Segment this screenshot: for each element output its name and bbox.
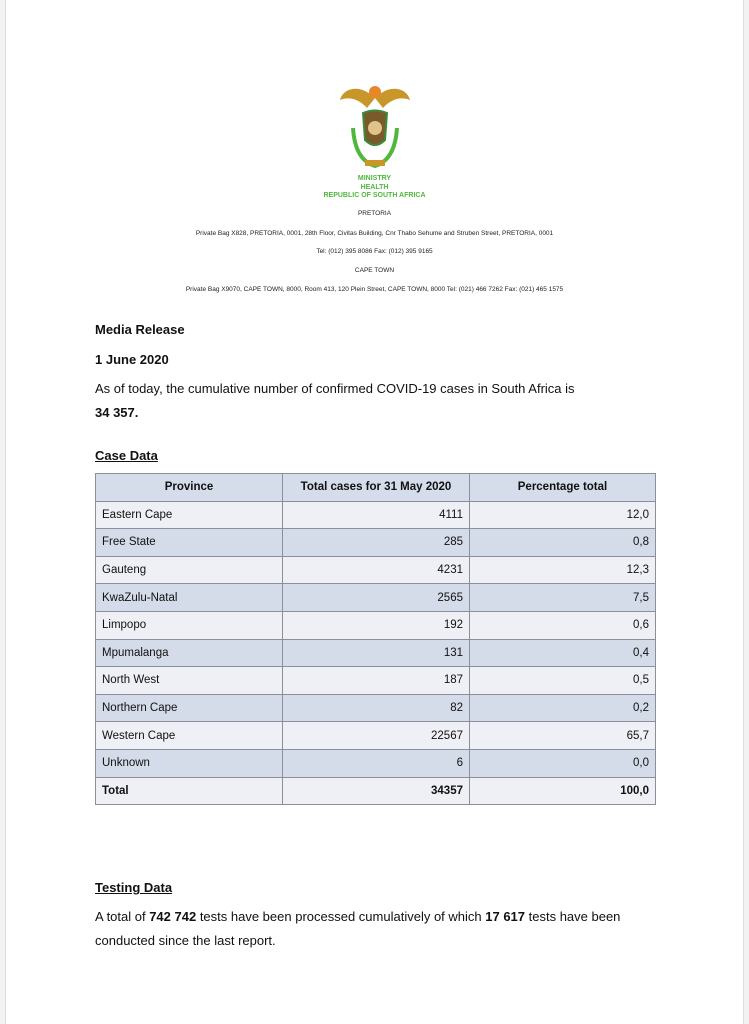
total-row: Total 34357 100,0 [95, 776, 656, 806]
table-row: North West 187 0,5 [95, 666, 656, 695]
capetown-label: CAPE TOWN [354, 267, 395, 274]
pretoria-label: PRETORIA [357, 210, 392, 217]
ministry-line: HEALTH [360, 183, 389, 191]
cases-cell: 6 [282, 748, 470, 778]
column-header: Total cases for 31 May 2020 [282, 473, 470, 502]
percentage-cell: 7,5 [469, 583, 656, 612]
percentage-cell: 0,2 [469, 693, 656, 723]
cases-cell: 34357 [282, 776, 470, 806]
intro-text: As of today, the cumulative number of co… [95, 381, 575, 396]
percentage-cell: 0,8 [469, 528, 656, 557]
cases-cell: 82 [282, 693, 470, 723]
case-data-table: Province Total cases for 31 May 2020 Per… [95, 473, 656, 806]
column-header: Percentage total [469, 473, 656, 502]
column-header: Province [95, 473, 283, 502]
release-date: 1 June 2020 [95, 352, 169, 367]
text: A total of [95, 909, 150, 924]
cases-cell: 285 [282, 528, 470, 557]
percentage-cell: 0,4 [469, 638, 656, 668]
province-cell: Unknown [95, 748, 283, 778]
table-row: Western Cape 22567 65,7 [95, 721, 656, 750]
coat-of-arms-logo [340, 86, 410, 169]
percentage-cell: 0,5 [469, 666, 656, 695]
pretoria-address: Private Bag X828, PRETORIA, 0001, 28th F… [195, 230, 554, 237]
province-cell: Eastern Cape [95, 500, 283, 530]
table-row: Free State 285 0,8 [95, 528, 656, 557]
province-cell: Gauteng [95, 555, 283, 585]
cases-cell: 2565 [282, 583, 470, 612]
table-row: Gauteng 4231 12,3 [95, 555, 656, 585]
testing-data-heading: Testing Data [95, 880, 173, 895]
cases-cell: 22567 [282, 721, 470, 750]
percentage-cell: 12,3 [469, 555, 656, 585]
tests-new: 17 617 [485, 909, 526, 924]
cases-cell: 192 [282, 610, 470, 640]
percentage-cell: 12,0 [469, 500, 656, 530]
testing-paragraph: A total of 742 742 tests have been proce… [95, 905, 665, 953]
table-row: KwaZulu-Natal 2565 7,5 [95, 583, 656, 612]
province-cell: North West [95, 666, 283, 695]
intro-paragraph: As of today, the cumulative number of co… [95, 377, 665, 425]
table-row: Limpopo 192 0,6 [95, 610, 656, 640]
text: tests have been processed cumulatively o… [196, 909, 486, 924]
capetown-address: Private Bag X9070, CAPE TOWN, 8000, Room… [185, 286, 564, 293]
text: tests have been conducted since the last… [95, 909, 621, 948]
cases-cell: 131 [282, 638, 470, 668]
case-data-heading: Case Data [95, 448, 158, 463]
pretoria-phone: Tel: (012) 395 8086 Fax: (012) 395 9165 [316, 248, 433, 255]
cumulative-total: 34 357. [95, 405, 139, 420]
ministry-line: MINISTRY [357, 175, 392, 182]
cases-cell: 4231 [282, 555, 470, 585]
tests-total: 742 742 [149, 909, 197, 924]
province-cell: Limpopo [95, 610, 283, 640]
province-cell: Northern Cape [95, 693, 283, 723]
province-cell: Western Cape [95, 721, 283, 750]
province-cell: Mpumalanga [95, 638, 283, 668]
percentage-cell: 0,0 [469, 748, 656, 778]
cases-cell: 4111 [282, 500, 470, 530]
percentage-cell: 0,6 [469, 610, 656, 640]
ministry-line: REPUBLIC OF SOUTH AFRICA [323, 192, 426, 199]
province-cell: KwaZulu-Natal [95, 583, 283, 612]
province-cell: Total [95, 776, 283, 806]
table-row: Mpumalanga 131 0,4 [95, 638, 656, 668]
percentage-cell: 100,0 [469, 776, 656, 806]
ministry-name: MINISTRY HEALTH REPUBLIC OF SOUTH AFRICA [0, 175, 749, 201]
table-header-row: Province Total cases for 31 May 2020 Per… [95, 473, 656, 502]
release-title: Media Release [95, 322, 185, 337]
table-row: Northern Cape 82 0,2 [95, 693, 656, 723]
table-row: Unknown 6 0,0 [95, 748, 656, 778]
table-row: Eastern Cape 4111 12,0 [95, 500, 656, 530]
cases-cell: 187 [282, 666, 470, 695]
percentage-cell: 65,7 [469, 721, 656, 750]
province-cell: Free State [95, 528, 283, 557]
